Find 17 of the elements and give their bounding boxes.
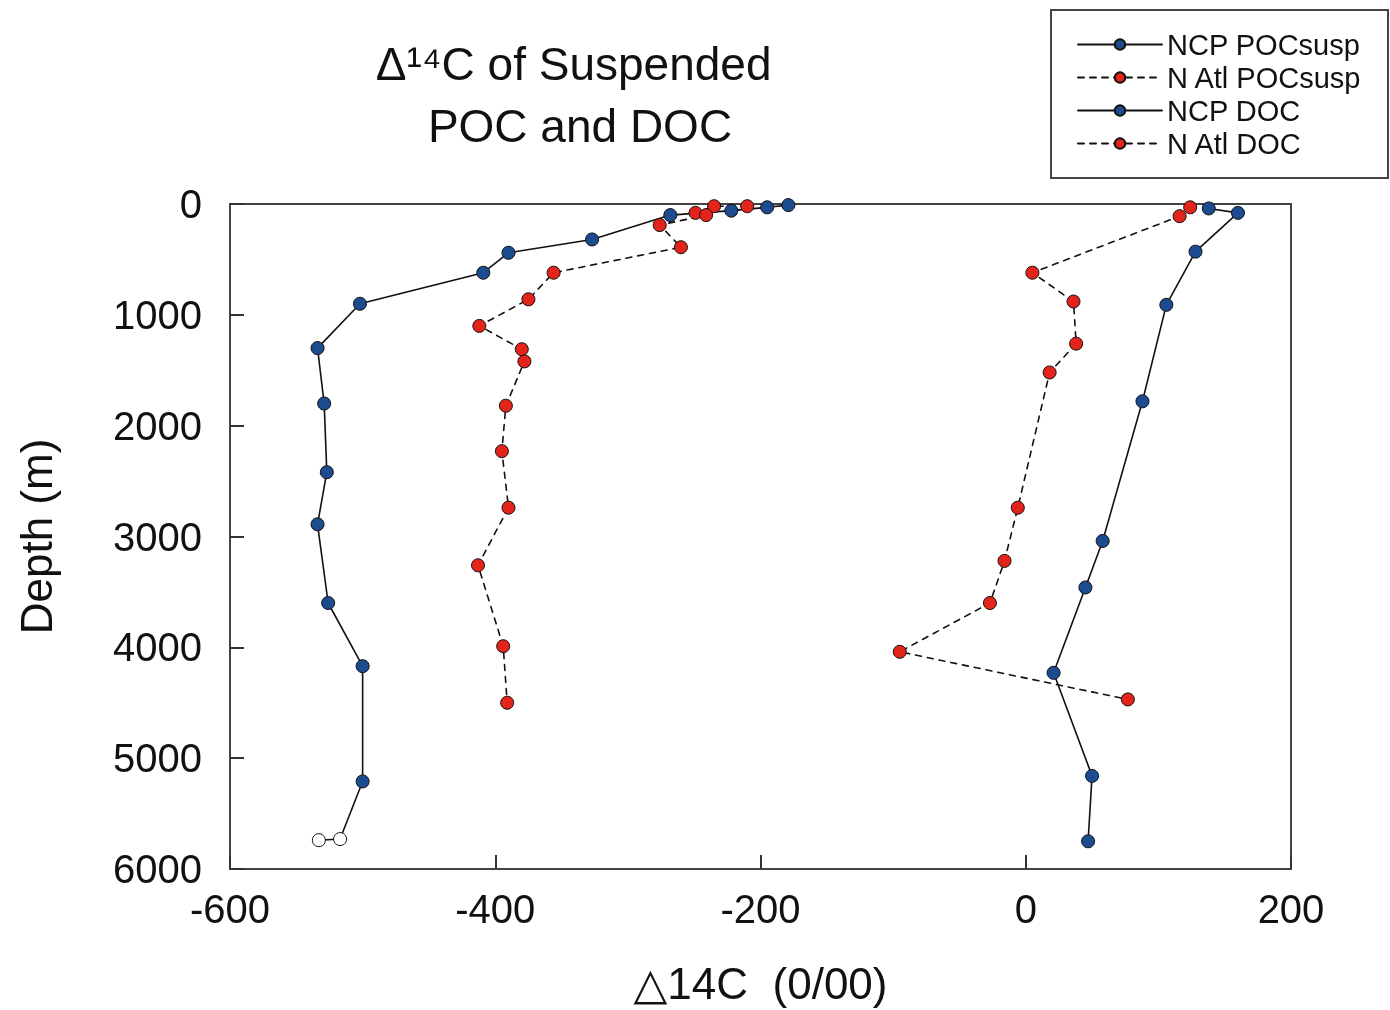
y-tick-label: 1000 — [113, 292, 202, 337]
x-tick-label: -400 — [455, 887, 536, 931]
x-tick-label: 200 — [1257, 887, 1325, 931]
legend-label: N Atl POCsusp — [1167, 61, 1361, 94]
chart-title: Δ¹⁴C of Suspended POC and DOC — [375, 38, 785, 152]
y-axis-title: Depth (m) — [11, 438, 61, 635]
x-axis-title: △14C (0/00) — [633, 958, 888, 1008]
y-tick-label: 2000 — [113, 403, 202, 448]
legend-label: NCP DOC — [1167, 94, 1301, 127]
x-tick-label: 0 — [1014, 887, 1037, 931]
legend-label: NCP POCsusp — [1167, 28, 1360, 61]
y-tick-label: 0 — [179, 182, 202, 226]
y-tick-label: 4000 — [113, 625, 202, 670]
x-tick-label: -200 — [720, 887, 801, 931]
y-tick-label: 5000 — [113, 736, 202, 781]
legend-label: N Atl DOC — [1167, 127, 1301, 160]
y-tick-label: 3000 — [113, 514, 202, 559]
